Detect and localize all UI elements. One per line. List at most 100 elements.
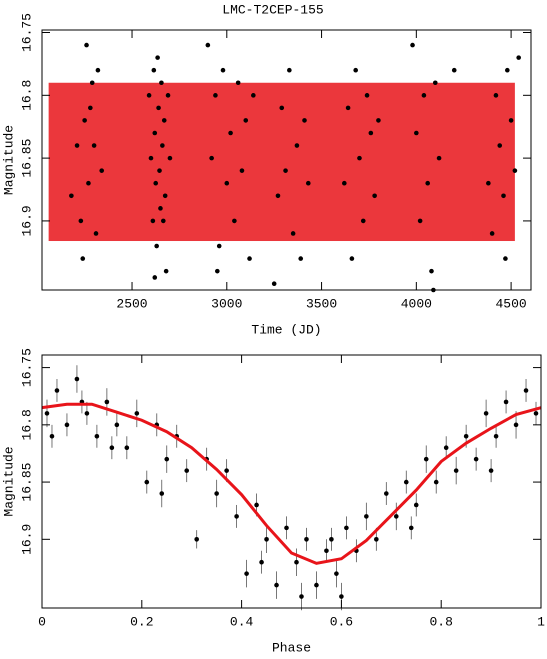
data-point [376,118,381,123]
x-tick-label: 0.6 [330,614,353,629]
x-tick-label: 4500 [495,296,526,311]
data-point [393,514,399,519]
data-point [161,218,166,224]
data-point [483,411,489,416]
data-point [144,479,150,485]
plot-frame [41,354,542,609]
x-tick-label: 3000 [211,296,242,311]
chart-title: LMC-T2CEP-155 [222,2,323,17]
data-point [254,502,259,508]
data-point [384,491,389,496]
data-point [274,582,279,588]
data-point [150,218,156,224]
data-point [443,445,449,451]
data-point [163,268,169,274]
data-point [463,433,469,439]
data-point [184,468,190,473]
data-point [486,180,491,186]
data-point [344,525,349,531]
data-point [516,55,521,60]
data-point [134,411,140,416]
data-point [153,180,159,186]
data-point [425,180,431,186]
data-point [423,456,429,462]
data-point [64,422,70,428]
data-point [205,42,211,48]
data-point [417,218,423,224]
data-point [284,525,289,531]
data-point [357,155,362,161]
data-point [287,67,292,73]
data-point [78,218,84,224]
data-point [162,193,168,199]
x-tick-label: 2500 [116,296,147,311]
data-point [259,559,264,565]
data-point [159,80,164,86]
data-point [349,256,355,261]
data-point [488,468,494,473]
data-point [44,411,50,416]
data-point [154,243,159,249]
data-point [232,218,237,224]
y-tick-label: 16.75 [19,348,34,387]
data-point [239,168,245,173]
data-point [374,537,379,542]
data-point [497,143,503,148]
data-point [93,231,99,236]
data-point [372,193,377,199]
data-point [339,594,344,599]
x-axis-label: Time (JD) [251,322,321,337]
data-point [164,456,170,462]
data-point [215,268,220,274]
data-point [302,118,307,123]
data-point [294,559,299,565]
y-tick-label: 16.75 [19,13,34,52]
data-point [505,67,510,73]
data-point [99,168,105,173]
data-point [94,433,100,439]
data-point [314,582,319,588]
data-point [473,456,479,462]
x-tick-label: 0.4 [230,614,254,629]
data-point [503,399,509,405]
data-point [84,42,89,48]
data-point [74,143,80,148]
data-point [251,93,256,98]
data-point [157,168,162,173]
data-point [194,537,199,542]
y-tick-label: 16.85 [19,463,34,502]
data-point [88,105,93,111]
data-point [146,93,152,98]
data-point [209,155,214,161]
data-point [151,67,157,73]
data-point [69,193,74,199]
data-point [414,130,419,136]
data-point [124,445,130,451]
data-point [243,118,249,123]
y-tick-label: 16.8 [19,409,34,440]
data-point [451,67,457,73]
data-point [95,67,101,73]
x-tick-label: 0.2 [130,614,153,629]
model-curve [41,402,542,565]
data-point [224,468,229,473]
x-tick-label: 1 [537,614,545,629]
data-point [82,118,87,123]
data-point [213,93,218,98]
data-point [298,256,304,261]
data-point [244,571,249,576]
x-tick-label: 0.8 [429,614,452,629]
data-point [283,168,288,173]
data-point [436,155,442,161]
data-point [364,514,369,519]
data-point [216,243,222,249]
data-point [368,130,374,136]
y-tick-label: 16.9 [19,524,34,555]
data-point [299,594,304,599]
data-point [279,105,285,111]
x-tick-label: 0 [38,614,46,629]
y-tick-label: 16.9 [19,205,34,236]
data-point [493,433,499,439]
data-point [86,180,91,186]
data-point [264,537,269,542]
